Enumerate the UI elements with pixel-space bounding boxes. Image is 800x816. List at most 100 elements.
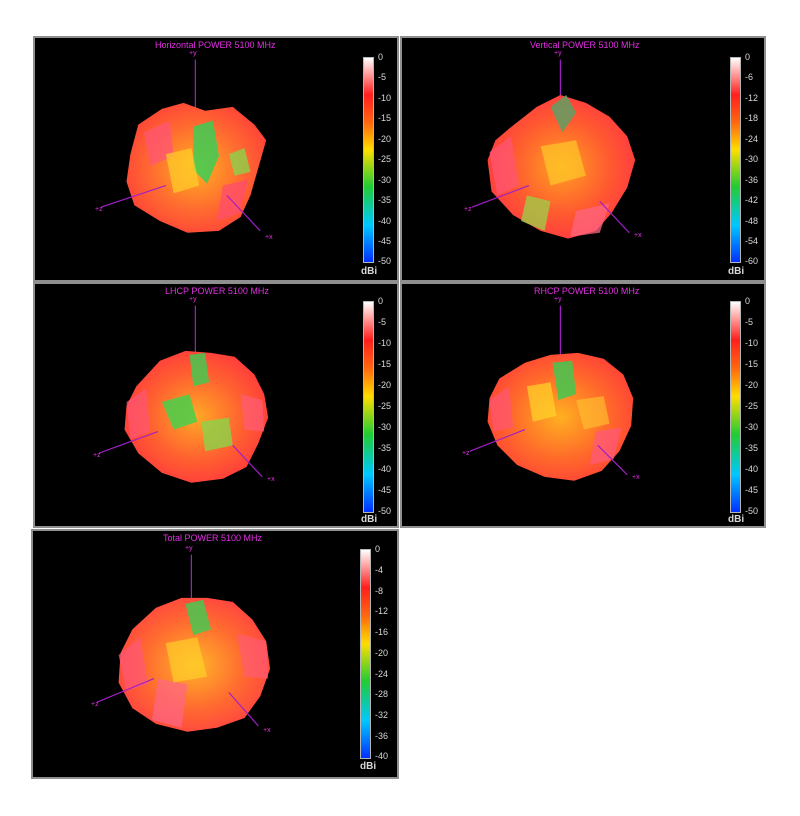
pattern-highlight-patch [118,637,149,691]
colorbar-tick: -5 [378,72,387,82]
colorbar-tick: -15 [745,359,759,369]
pattern-plot-total [96,554,271,732]
pattern-highlight-patch [152,678,188,728]
colorbar-tick: 0 [745,296,751,306]
colorbar-tick: -40 [378,464,392,474]
colorbar-tick: -25 [378,401,392,411]
axis-label-x: +x [632,474,640,481]
axis-label-z: +z [95,206,103,213]
colorbar-tick: -20 [745,380,759,390]
x-axis-line [597,444,628,476]
pattern-mid-gain-patch [576,396,610,430]
axis-label-x: +x [265,234,273,241]
axis-label-y: +y [554,296,562,303]
z-axis-line [471,185,530,208]
colorbar-tick: 0 [375,544,381,554]
colorbar-unit: dBi [360,761,377,772]
colorbar-tick: -50 [378,256,392,266]
z-axis-line [98,431,159,454]
pattern-low-gain-patch [552,360,577,401]
pattern-highlight-patch [126,388,151,440]
colorbar [363,301,374,513]
colorbar [363,57,374,263]
colorbar-tick: -5 [378,317,387,327]
colorbar [360,549,371,759]
colorbar-tick: -20 [378,134,392,144]
axis-label-x: +x [634,232,642,239]
colorbar-tick: -5 [745,317,754,327]
pattern-low-gain-patch [185,599,212,636]
x-axis-line [228,691,259,727]
x-axis-line [599,200,630,234]
colorbar-tick: -12 [375,606,389,616]
pattern-mid-gain-patch [540,140,586,186]
axis-label-x: +x [263,727,271,734]
pattern-highlight-patch [489,386,514,432]
colorbar-tick: -24 [745,134,759,144]
chart-title: Horizontal POWER 5100 MHz [155,40,276,50]
pattern-low-gain-patch [193,120,219,184]
colorbar-tick: -60 [745,256,759,266]
colorbar-tick: -25 [745,401,759,411]
chart-panel-vertical: Vertical POWER 5100 MHz +y +z +x 0 -6 -1… [400,36,766,282]
axis-label-z: +z [462,450,470,457]
pattern-highlight-patch [240,394,265,432]
colorbar-tick: -16 [375,627,389,637]
pattern-plot-vertical [471,59,636,239]
pattern-low-gain-patch [550,95,577,133]
colorbar-tick: -32 [375,710,389,720]
pattern-highlight-patch [570,203,610,237]
colorbar-tick: -4 [375,565,384,575]
pattern-mid-gain-patch [165,148,200,194]
pattern-mid-gain-patch [165,637,208,683]
pattern-mid-gain-patch [526,382,557,422]
pattern-highlight-patch [489,136,520,196]
pattern-plot-lhcp [98,305,269,483]
z-axis-line [469,429,526,452]
axis-label-z: +z [93,452,101,459]
colorbar-tick: -24 [375,669,389,679]
colorbar [730,57,741,263]
colorbar-unit: dBi [728,266,745,277]
colorbar-tick: -6 [745,72,754,82]
pattern-low-gain-patch [521,195,551,231]
colorbar-tick: -15 [378,359,392,369]
colorbar-tick: -20 [375,648,389,658]
colorbar-tick: 0 [378,296,384,306]
axis-label-z: +z [464,206,472,213]
colorbar-tick: -35 [378,443,392,453]
radiation-pattern-surface [124,350,269,483]
colorbar-tick: -20 [378,380,392,390]
axis-label-y: +y [185,545,193,552]
colorbar-tick: -50 [745,506,759,516]
colorbar-unit: dBi [728,514,745,525]
colorbar [730,301,741,513]
colorbar-tick: -10 [745,338,759,348]
chart-panel-horizontal: Horizontal POWER 5100 MHz +y +z +x 0 -5 … [33,36,399,282]
axis-label-x: +x [267,476,275,483]
chart-panel-lhcp: LHCP POWER 5100 MHz +y +z +x 0 -5 -10 -1… [33,282,399,528]
chart-title: Vertical POWER 5100 MHz [530,40,640,50]
colorbar-tick: 0 [745,52,751,62]
pattern-low-gain-patch [189,352,210,387]
colorbar-unit: dBi [361,514,378,525]
colorbar-tick: -42 [745,195,759,205]
pattern-low-gain-patch [201,417,233,452]
pattern-highlight-patch [236,633,269,679]
colorbar-tick: -45 [378,485,392,495]
pattern-plot-horizontal [100,59,267,233]
chart-panel-total: Total POWER 5100 MHz +y +z +x 0 -4 -8 -1… [31,529,399,779]
colorbar-tick: 0 [378,52,384,62]
colorbar-unit: dBi [361,266,378,277]
colorbar-tick: -30 [378,175,392,185]
colorbar-tick: -30 [745,154,759,164]
pattern-highlight-patch [216,179,249,221]
chart-title: RHCP POWER 5100 MHz [534,286,640,296]
colorbar-tick: -36 [745,175,759,185]
colorbar-tick: -45 [745,485,759,495]
pattern-low-gain-patch [161,394,198,430]
axis-label-y: +y [189,50,197,57]
colorbar-tick: -50 [378,506,392,516]
z-axis-line [100,185,167,208]
colorbar-tick: -10 [378,93,392,103]
